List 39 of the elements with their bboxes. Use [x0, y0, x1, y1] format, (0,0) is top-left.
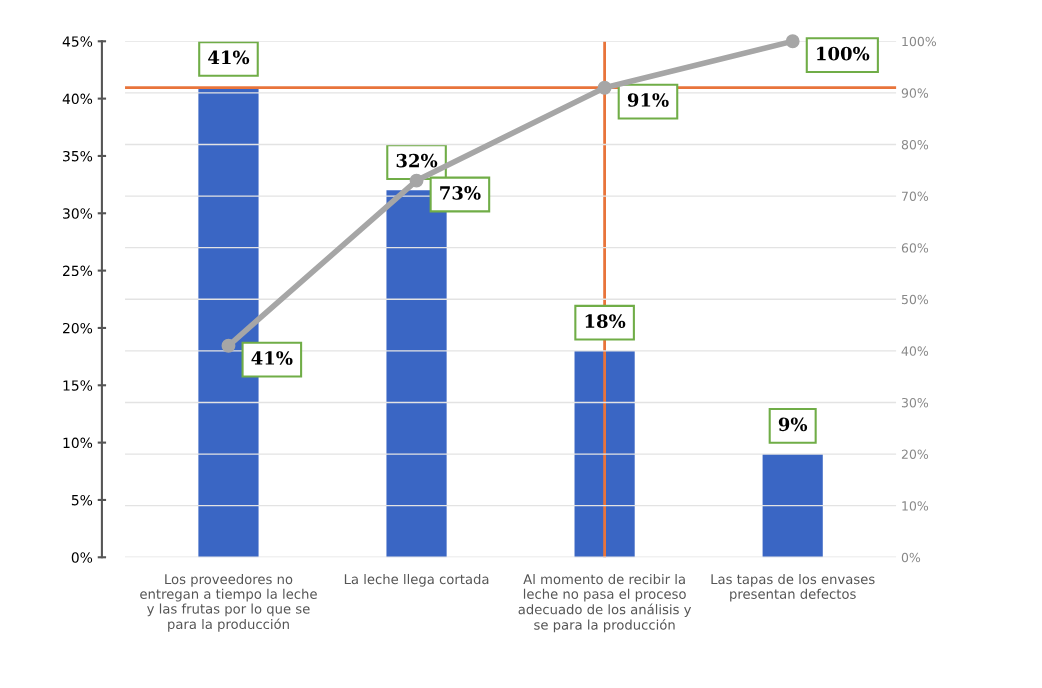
- y-tick-label: 20%: [63, 322, 93, 334]
- bar: [762, 454, 823, 558]
- data-label: 32%: [396, 153, 438, 168]
- y-tick-label: 25%: [63, 265, 93, 277]
- x-tick-label: Al momento de recibir la leche no pasa el proceso adecuado de los análisis y se para la producción: [518, 573, 692, 633]
- y2-tick-label: 80%: [901, 139, 929, 150]
- point: [785, 34, 800, 49]
- data-label: 100%: [817, 46, 870, 61]
- y-tick-label: 40%: [62, 93, 93, 105]
- data-label: 91%: [627, 93, 669, 107]
- point: [221, 338, 236, 353]
- y2-tick-label: 10%: [902, 501, 929, 511]
- data-label: 9%: [778, 417, 808, 432]
- y-tick-label: 30%: [63, 208, 93, 219]
- point: [597, 80, 612, 95]
- x-tick-label: La leche llega cortada: [344, 573, 489, 587]
- x-tick-label: Las tapas de los envases presentan defectos: [711, 573, 875, 602]
- y2-tick-label: 70%: [902, 191, 929, 202]
- x-tick-label: Los proveedores no entregan a tiempo la leche y las frutas por lo que se para la producción: [140, 573, 317, 632]
- y-tick-label: 10%: [63, 437, 93, 449]
- y2-tick-label: 30%: [901, 397, 929, 408]
- y2-tick-label: 100%: [902, 36, 937, 47]
- y2-tick-label: 0%: [901, 552, 921, 563]
- y2-tick-label: 90%: [901, 88, 929, 98]
- y2-tick-label: 60%: [901, 243, 929, 253]
- y-tick-label: 45%: [62, 36, 93, 47]
- y-tick-label: 15%: [63, 380, 93, 391]
- y2-tick-label: 50%: [901, 294, 929, 305]
- data-label: 73%: [440, 186, 481, 200]
- data-label: 41%: [251, 351, 293, 365]
- y2-tick-label: 40%: [901, 346, 929, 356]
- data-label: 41%: [208, 50, 250, 65]
- point: [409, 173, 424, 188]
- y2-tick-label: 20%: [901, 449, 929, 460]
- bar: [574, 350, 635, 558]
- y-tick-label: 0%: [71, 552, 93, 563]
- y-tick-label: 5%: [71, 494, 93, 506]
- data-label: 18%: [585, 314, 626, 328]
- y-tick-label: 35%: [63, 150, 93, 162]
